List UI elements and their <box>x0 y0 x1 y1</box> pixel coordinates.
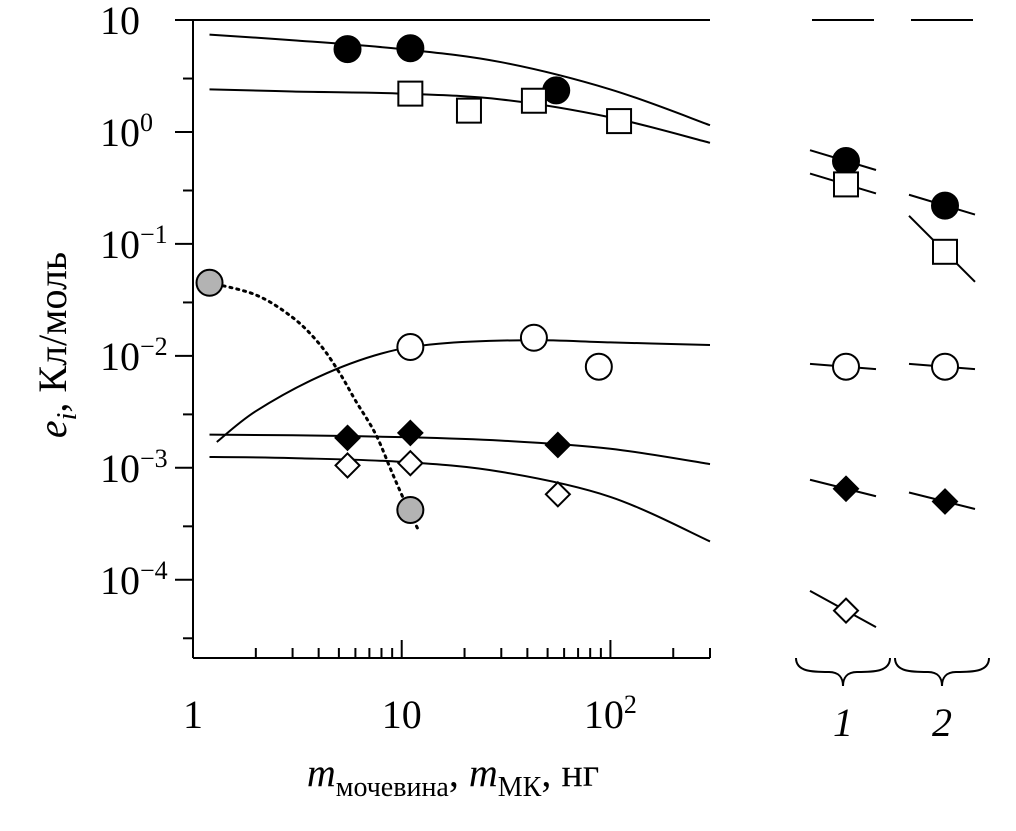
y-tick-label: 100 <box>100 108 153 155</box>
fit-curve <box>209 433 711 466</box>
x-axis-title-sub2: МК <box>498 772 542 803</box>
x-tick-label: 10 <box>382 692 422 737</box>
panel-circle-marker <box>832 352 860 381</box>
fit-curve <box>209 456 711 543</box>
square-data-point <box>397 80 424 107</box>
x-axis-title: mмочевина, mМК, нг <box>307 750 599 803</box>
fit-curves <box>208 33 711 543</box>
y-tick-label-exp: −3 <box>140 444 168 473</box>
square-data-point <box>520 87 547 114</box>
y-tick-label-exp: −4 <box>140 556 168 585</box>
y-tick-label-base: 10 <box>100 334 140 379</box>
y-tick-label-base: 10 <box>100 110 140 155</box>
x-axis-title-m1: m <box>307 750 336 795</box>
panel-diamond-marker <box>832 597 860 625</box>
y-tick-label: 10−3 <box>100 444 168 491</box>
diamond-data-point <box>396 449 424 477</box>
panel-square-marker <box>833 171 859 198</box>
y-tick-label: 10−4 <box>100 556 168 603</box>
panel-circle-marker <box>931 352 959 381</box>
x-tick-label-base: 10 <box>382 692 422 737</box>
y-tick-label-exp: −2 <box>140 332 168 361</box>
panel-square-marker <box>932 238 958 265</box>
y-tick-label-base: 10 <box>100 0 140 43</box>
dotted-fit-curve <box>208 281 420 532</box>
diamond-data-point <box>396 419 424 447</box>
panel-circle-marker <box>832 147 860 176</box>
panel-label: 1 <box>833 700 853 745</box>
x-tick-label-base: 1 <box>183 692 203 737</box>
y-tick-label-base: 10 <box>100 446 140 491</box>
x-tick-label: 102 <box>584 690 637 737</box>
panel-label: 2 <box>932 700 952 745</box>
diamond-data-point <box>334 424 361 452</box>
panel-diamond-marker <box>931 488 959 515</box>
circle-data-point <box>333 35 362 64</box>
panel-brace <box>894 657 990 687</box>
panel-circle-marker <box>931 191 959 220</box>
x-axis-title-unit: , нг <box>541 750 599 795</box>
y-tick-label-exp: 0 <box>140 108 153 137</box>
y-axis-title-sub: i <box>52 413 83 421</box>
y-axis-title: ei, Кл/моль <box>30 252 83 438</box>
y-tick-label: 10−2 <box>100 332 168 379</box>
x-axis-title-sep: , <box>449 750 469 795</box>
y-tick-label-base: 10 <box>100 558 140 603</box>
x-tick-label-exp: 2 <box>624 690 637 719</box>
circle-data-point <box>396 34 425 63</box>
square-data-point <box>455 97 482 124</box>
y-tick-label: 10 <box>100 0 140 43</box>
circle-data-point <box>396 332 425 361</box>
y-tick-label: 10−1 <box>100 220 168 267</box>
circle-data-point <box>195 268 224 297</box>
circle-data-point <box>396 495 425 524</box>
data-markers <box>195 34 633 524</box>
diamond-data-point <box>544 480 572 508</box>
square-data-point <box>606 108 633 135</box>
diamond-data-point <box>544 431 572 459</box>
circle-data-point <box>584 352 613 381</box>
y-axis-title-rest: , Кл/моль <box>30 252 75 413</box>
fit-curve <box>209 33 711 127</box>
panel-brace <box>795 657 891 687</box>
y-axis-title-e: e <box>30 420 75 438</box>
diamond-data-point <box>334 452 361 479</box>
x-axis-title-m2: m <box>469 750 498 795</box>
fit-curve <box>216 339 711 443</box>
x-tick-label: 1 <box>183 692 203 737</box>
y-tick-label-exp: −1 <box>140 220 168 249</box>
circle-data-point <box>542 76 571 105</box>
panel-diamond-marker <box>832 475 860 503</box>
x-axis-title-sub1: мочевина <box>336 772 450 803</box>
y-tick-label-base: 10 <box>100 222 140 267</box>
x-tick-label-base: 10 <box>584 692 624 737</box>
circle-data-point <box>519 323 548 352</box>
